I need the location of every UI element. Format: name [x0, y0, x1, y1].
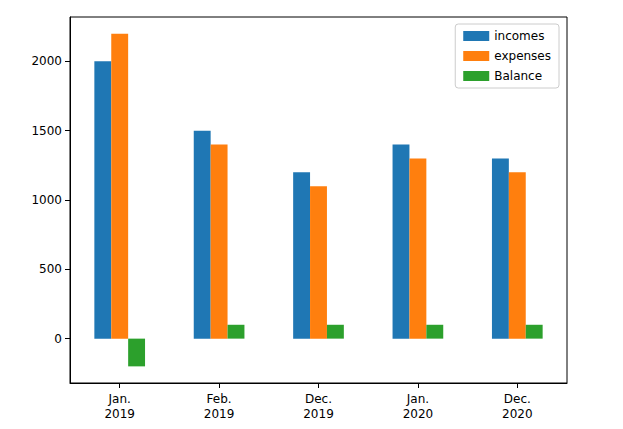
svg-text:Dec.: Dec. — [305, 392, 332, 406]
svg-text:1000: 1000 — [31, 193, 62, 207]
svg-text:0: 0 — [54, 332, 62, 346]
svg-text:2020: 2020 — [502, 407, 533, 421]
svg-text:incomes: incomes — [494, 29, 544, 43]
svg-text:Jan.: Jan. — [108, 392, 131, 406]
svg-text:2019: 2019 — [104, 407, 135, 421]
svg-text:500: 500 — [39, 262, 62, 276]
svg-text:2000: 2000 — [31, 54, 62, 68]
svg-text:2019: 2019 — [303, 407, 334, 421]
svg-text:1500: 1500 — [31, 124, 62, 138]
svg-text:expenses: expenses — [494, 49, 551, 63]
svg-text:Dec.: Dec. — [504, 392, 531, 406]
svg-text:Jan.: Jan. — [406, 392, 429, 406]
svg-text:2019: 2019 — [204, 407, 235, 421]
svg-text:Balance: Balance — [494, 69, 542, 83]
svg-text:Feb.: Feb. — [207, 392, 232, 406]
svg-text:2020: 2020 — [403, 407, 434, 421]
